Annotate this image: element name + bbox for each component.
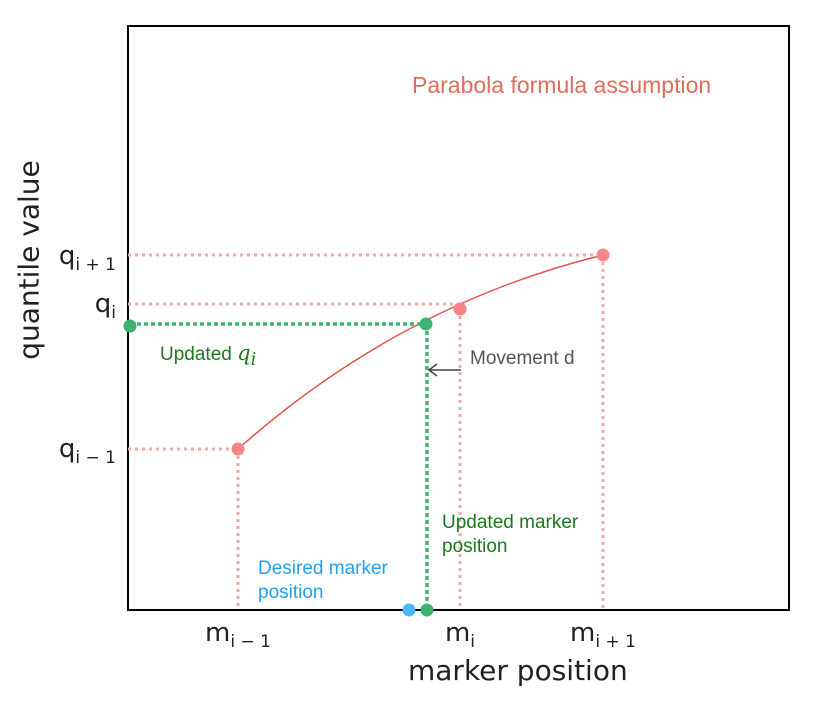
updated-q-axis-point [123,319,137,333]
desired-marker-annotation-line2: position [258,582,324,603]
updated-q-annotation: Updated qi [160,341,256,370]
updated-marker-axis-point [420,603,434,617]
updated-marker-annotation-line2: position [442,536,508,557]
updated-q-prefix: Updated [160,344,232,365]
updated-q-symbol: qi [237,341,257,371]
updated-marker-annotation-line1: Updated marker [442,512,579,533]
desired-marker-point [402,603,416,617]
updated-marker-annotation: Updated marker position [442,511,578,559]
marker-point-i-plus-1 [596,248,610,262]
axes-frame [127,25,790,611]
desired-marker-annotation: Desired marker position [258,557,388,605]
movement-annotation: Movement d [470,348,575,369]
x-axis-title: marker position [408,654,628,687]
movement-arrow [427,363,461,377]
y-tick-q-i-minus-1: qi − 1 [58,433,116,469]
desired-marker-annotation-line1: Desired marker [258,558,388,579]
x-tick-m-i-plus-1: mi + 1 [570,618,636,653]
marker-point-i [453,302,467,316]
x-tick-m-i-minus-1: mi − 1 [205,618,271,653]
parabola-curve [237,254,604,450]
marker-point-i-minus-1 [231,442,245,456]
x-tick-m-i: mi [444,618,476,653]
parabola-annotation: Parabola formula assumption [412,72,712,98]
y-tick-q-i: qi [94,288,116,324]
y-tick-q-i-plus-1: qi + 1 [58,240,116,276]
updated-marker-point [419,317,433,331]
y-axis-title: quantile value [12,160,46,360]
